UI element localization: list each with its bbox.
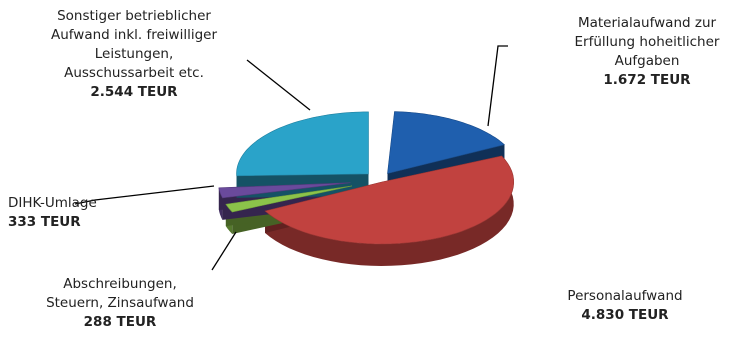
leader-line-material (487, 45, 508, 127)
label-sonstiger-line3: Leistungen, (94, 46, 174, 62)
pie-slice (264, 155, 515, 245)
label-abschreibungen-value: 288 TEUR (83, 314, 157, 330)
label-dihk-line1: DIHK-Umlage (8, 195, 97, 211)
pie-slice (236, 111, 369, 177)
pie-slice (387, 111, 506, 174)
label-sonstiger: Sonstiger betrieblicher Aufwand inkl. fr… (20, 7, 248, 102)
leader-lines (74, 45, 508, 271)
label-material-value: 1.672 TEUR (603, 72, 691, 88)
label-abschreibungen-line1: Abschreibungen, (63, 276, 177, 292)
pie-slices (218, 111, 515, 266)
label-material: Materialaufwand zur Erfüllung hoheitlich… (552, 14, 742, 90)
label-dihk: DIHK-Umlage 333 TEUR (8, 194, 97, 232)
label-personal-line1: Personalaufwand (567, 288, 683, 304)
label-abschreibungen: Abschreibungen, Steuern, Zinsaufwand 288… (20, 275, 220, 332)
label-personal-value: 4.830 TEUR (581, 307, 669, 323)
pie-slice (218, 182, 351, 199)
label-material-line1: Materialaufwand zur (577, 15, 717, 31)
label-sonstiger-line4: Ausschussarbeit etc. (64, 65, 204, 81)
label-material-line2: Erfüllung hoheitlicher (574, 34, 720, 50)
label-dihk-value: 333 TEUR (8, 214, 81, 230)
leader-line-sonstiger (246, 59, 311, 111)
leader-line-dihk (74, 185, 215, 205)
label-personal: Personalaufwand 4.830 TEUR (535, 287, 715, 325)
pie-slice (225, 185, 353, 213)
label-sonstiger-line2: Aufwand inkl. freiwilliger (50, 27, 218, 43)
label-abschreibungen-line2: Steuern, Zinsaufwand (46, 295, 194, 311)
label-sonstiger-line1: Sonstiger betrieblicher (57, 8, 211, 24)
label-material-line3: Aufgaben (614, 53, 680, 69)
label-sonstiger-value: 2.544 TEUR (90, 84, 178, 100)
leader-line-abschreibungen (211, 231, 237, 271)
